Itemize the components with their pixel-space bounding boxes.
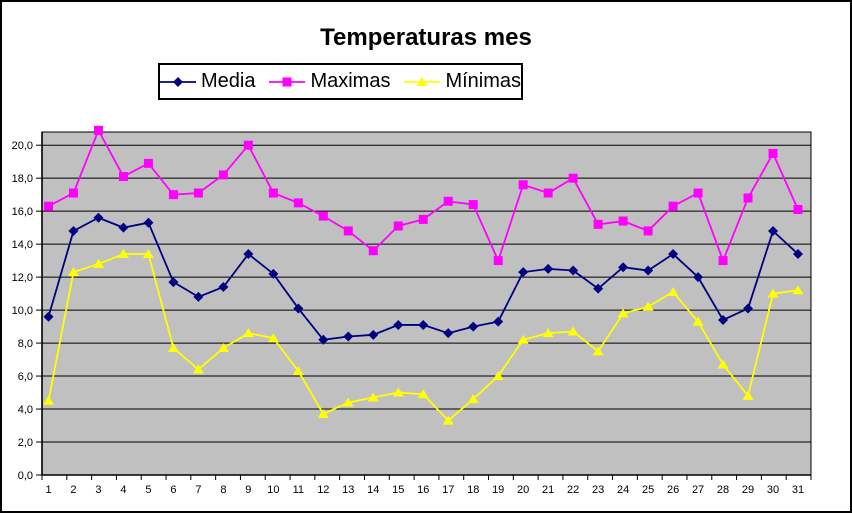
chart-title: Temperaturas mes (320, 24, 532, 51)
svg-text:14,0: 14,0 (12, 239, 33, 251)
svg-text:12: 12 (317, 484, 329, 496)
svg-text:7: 7 (195, 484, 201, 496)
svg-text:5: 5 (145, 484, 151, 496)
svg-text:25: 25 (642, 484, 654, 496)
legend-label-minimas: Mínimas (445, 70, 522, 92)
svg-text:23: 23 (592, 484, 604, 496)
svg-text:22: 22 (567, 484, 579, 496)
svg-text:20,0: 20,0 (12, 140, 33, 152)
legend-item-media: Media (159, 70, 256, 93)
legend-label-maximas: Maximas (310, 70, 391, 92)
svg-text:18,0: 18,0 (12, 173, 33, 185)
legend-label-media: Media (200, 70, 256, 92)
svg-text:18: 18 (467, 484, 479, 496)
svg-text:16: 16 (417, 484, 429, 496)
svg-text:19: 19 (492, 484, 504, 496)
minimas-line-marker-icon (404, 76, 441, 86)
svg-text:10: 10 (267, 484, 279, 496)
svg-text:14: 14 (367, 484, 379, 496)
svg-text:8: 8 (220, 484, 226, 496)
svg-text:2,0: 2,0 (18, 437, 33, 449)
svg-text:30: 30 (767, 484, 779, 496)
svg-text:17: 17 (442, 484, 454, 496)
svg-text:8,0: 8,0 (18, 338, 33, 350)
maximas-line-marker-icon (269, 77, 306, 86)
svg-text:29: 29 (742, 484, 754, 496)
svg-text:27: 27 (692, 484, 704, 496)
svg-text:12,0: 12,0 (12, 272, 33, 284)
legend-item-minimas: Mínimas (404, 70, 521, 93)
svg-text:4: 4 (120, 484, 126, 496)
svg-text:16,0: 16,0 (12, 206, 33, 218)
svg-text:10,0: 10,0 (12, 305, 33, 317)
svg-text:15: 15 (392, 484, 404, 496)
svg-text:21: 21 (542, 484, 554, 496)
svg-text:1: 1 (45, 484, 51, 496)
svg-text:11: 11 (293, 484, 304, 496)
svg-text:4,0: 4,0 (18, 404, 33, 416)
svg-text:2: 2 (70, 484, 76, 496)
media-line-marker-icon (159, 76, 196, 87)
legend-item-maximas: Maximas (269, 70, 390, 93)
svg-text:9: 9 (245, 484, 251, 496)
svg-text:6: 6 (170, 484, 176, 496)
svg-text:3: 3 (95, 484, 101, 496)
svg-text:20: 20 (517, 484, 529, 496)
legend: Media Maximas Mínimas (158, 63, 523, 100)
svg-text:13: 13 (342, 484, 354, 496)
svg-text:31: 31 (792, 484, 804, 496)
svg-text:6,0: 6,0 (18, 371, 33, 383)
svg-text:24: 24 (617, 484, 629, 496)
svg-text:28: 28 (717, 484, 729, 496)
svg-text:26: 26 (667, 484, 679, 496)
svg-text:0,0: 0,0 (18, 470, 33, 482)
